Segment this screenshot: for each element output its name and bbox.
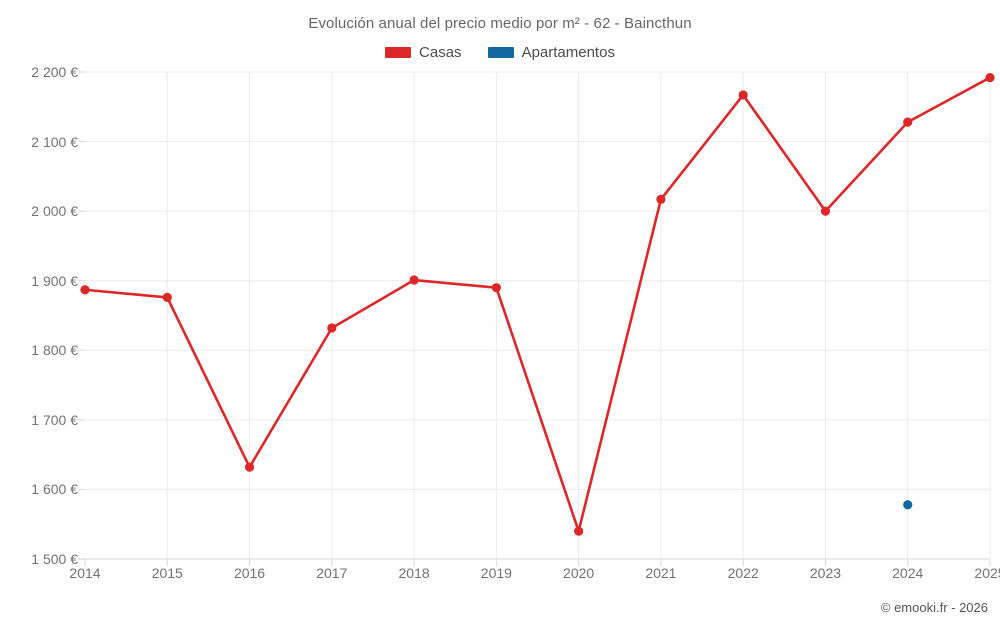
- legend-item-casas[interactable]: Casas: [385, 44, 462, 61]
- legend-label-casas: Casas: [419, 44, 462, 61]
- data-point-apartamentos-2024[interactable]: [903, 500, 913, 510]
- legend-swatch-casas: [385, 47, 412, 58]
- x-axis-tick-label: 2024: [892, 565, 924, 581]
- data-point-casas-2024[interactable]: [903, 117, 913, 127]
- data-point-casas-2017[interactable]: [327, 323, 337, 333]
- x-axis-tick-label: 2025: [974, 565, 1000, 581]
- x-axis-labels: 2014 2015 2016 2017 2018 2019 2020 2021 2022 2023…: [69, 565, 1000, 589]
- x-axis-tick-label: 2018: [398, 565, 430, 581]
- data-point-casas-2018[interactable]: [409, 275, 419, 285]
- legend-item-apartamentos[interactable]: Apartamentos: [487, 44, 615, 61]
- x-axis-tick-label: 2017: [316, 565, 348, 581]
- footer-credit: © emooki.fr - 2026: [880, 600, 988, 615]
- data-point-casas-2021[interactable]: [656, 194, 666, 204]
- x-axis-tick-label: 2014: [69, 565, 101, 581]
- data-point-casas-2019[interactable]: [491, 283, 501, 293]
- chart-title: Evolución anual del precio medio por m² …: [308, 15, 692, 32]
- y-axis-tick-label: 1 500 €: [31, 551, 78, 567]
- y-axis-tick-label: 1 600 €: [31, 481, 78, 498]
- y-axis-tick-label: 2 000 €: [31, 203, 78, 220]
- legend-label-apartamentos: Apartamentos: [521, 44, 615, 61]
- x-axis-tick-label: 2016: [233, 565, 266, 581]
- x-axis-tick-label: 2022: [727, 565, 759, 581]
- chart-legend: Casas Apartamentos: [0, 44, 1000, 61]
- data-point-casas-2022[interactable]: [738, 90, 748, 100]
- data-point-casas-2016[interactable]: [244, 462, 255, 472]
- data-point-casas-2020[interactable]: [574, 526, 584, 536]
- y-axis-tick-label: 2 200 €: [31, 64, 78, 80]
- y-axis-tick-label: 1 900 €: [31, 272, 78, 289]
- x-axis-tick-label: 2019: [480, 565, 512, 581]
- x-axis-tick-label: 2015: [151, 565, 183, 581]
- legend-swatch-apartamentos: [487, 47, 514, 58]
- x-axis-tick-label: 2021: [645, 565, 677, 581]
- data-point-casas-2023[interactable]: [820, 206, 831, 216]
- y-axis-tick-label: 1 800 €: [31, 342, 78, 359]
- plot-area: [78, 71, 995, 566]
- y-axis-labels: 1 500 € 1 600 € 1 700 € 1 800 € 1 900 € 2 000…: [0, 64, 78, 567]
- data-point-casas-2025[interactable]: [985, 72, 995, 83]
- chart-plot-svg: [78, 71, 995, 566]
- x-axis-tick-label: 2023: [809, 565, 842, 581]
- x-axis-tick-label: 2020: [563, 565, 595, 581]
- y-axis-tick-label: 1 700 €: [31, 411, 78, 428]
- data-point-casas-2014[interactable]: [80, 285, 90, 295]
- series-line-casas: [83, 76, 992, 533]
- y-axis-tick-label: 2 100 €: [31, 133, 78, 150]
- data-point-casas-2015[interactable]: [162, 292, 172, 303]
